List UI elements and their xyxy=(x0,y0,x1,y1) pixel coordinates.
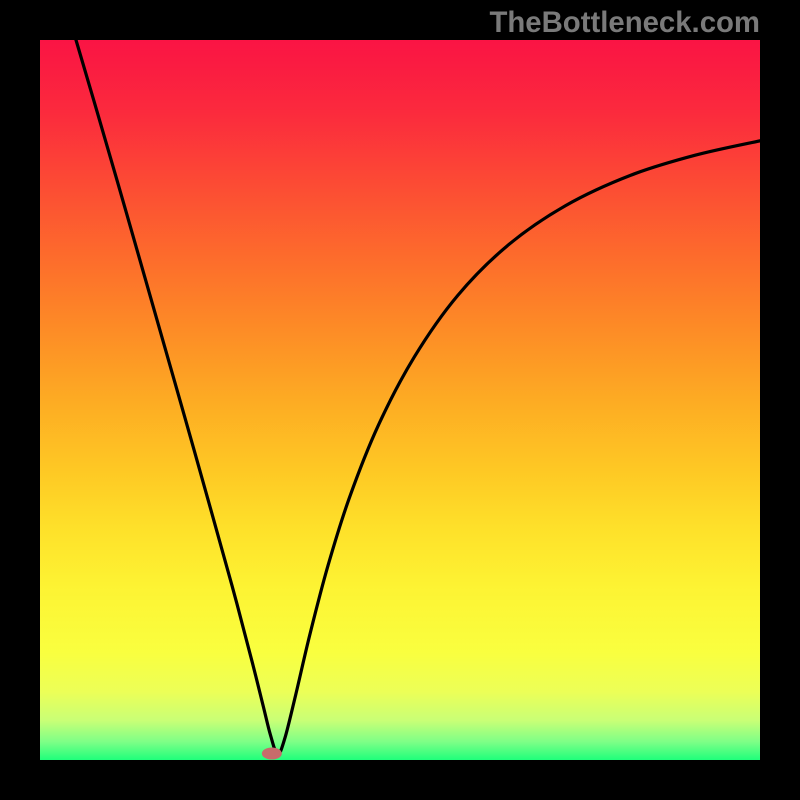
watermark-text: TheBottleneck.com xyxy=(489,6,760,40)
chart-background xyxy=(40,40,760,760)
chart-frame: TheBottleneck.com xyxy=(0,0,800,800)
chart-plot-area xyxy=(40,40,760,760)
chart-svg xyxy=(40,40,760,760)
optimal-point-marker xyxy=(262,748,282,760)
